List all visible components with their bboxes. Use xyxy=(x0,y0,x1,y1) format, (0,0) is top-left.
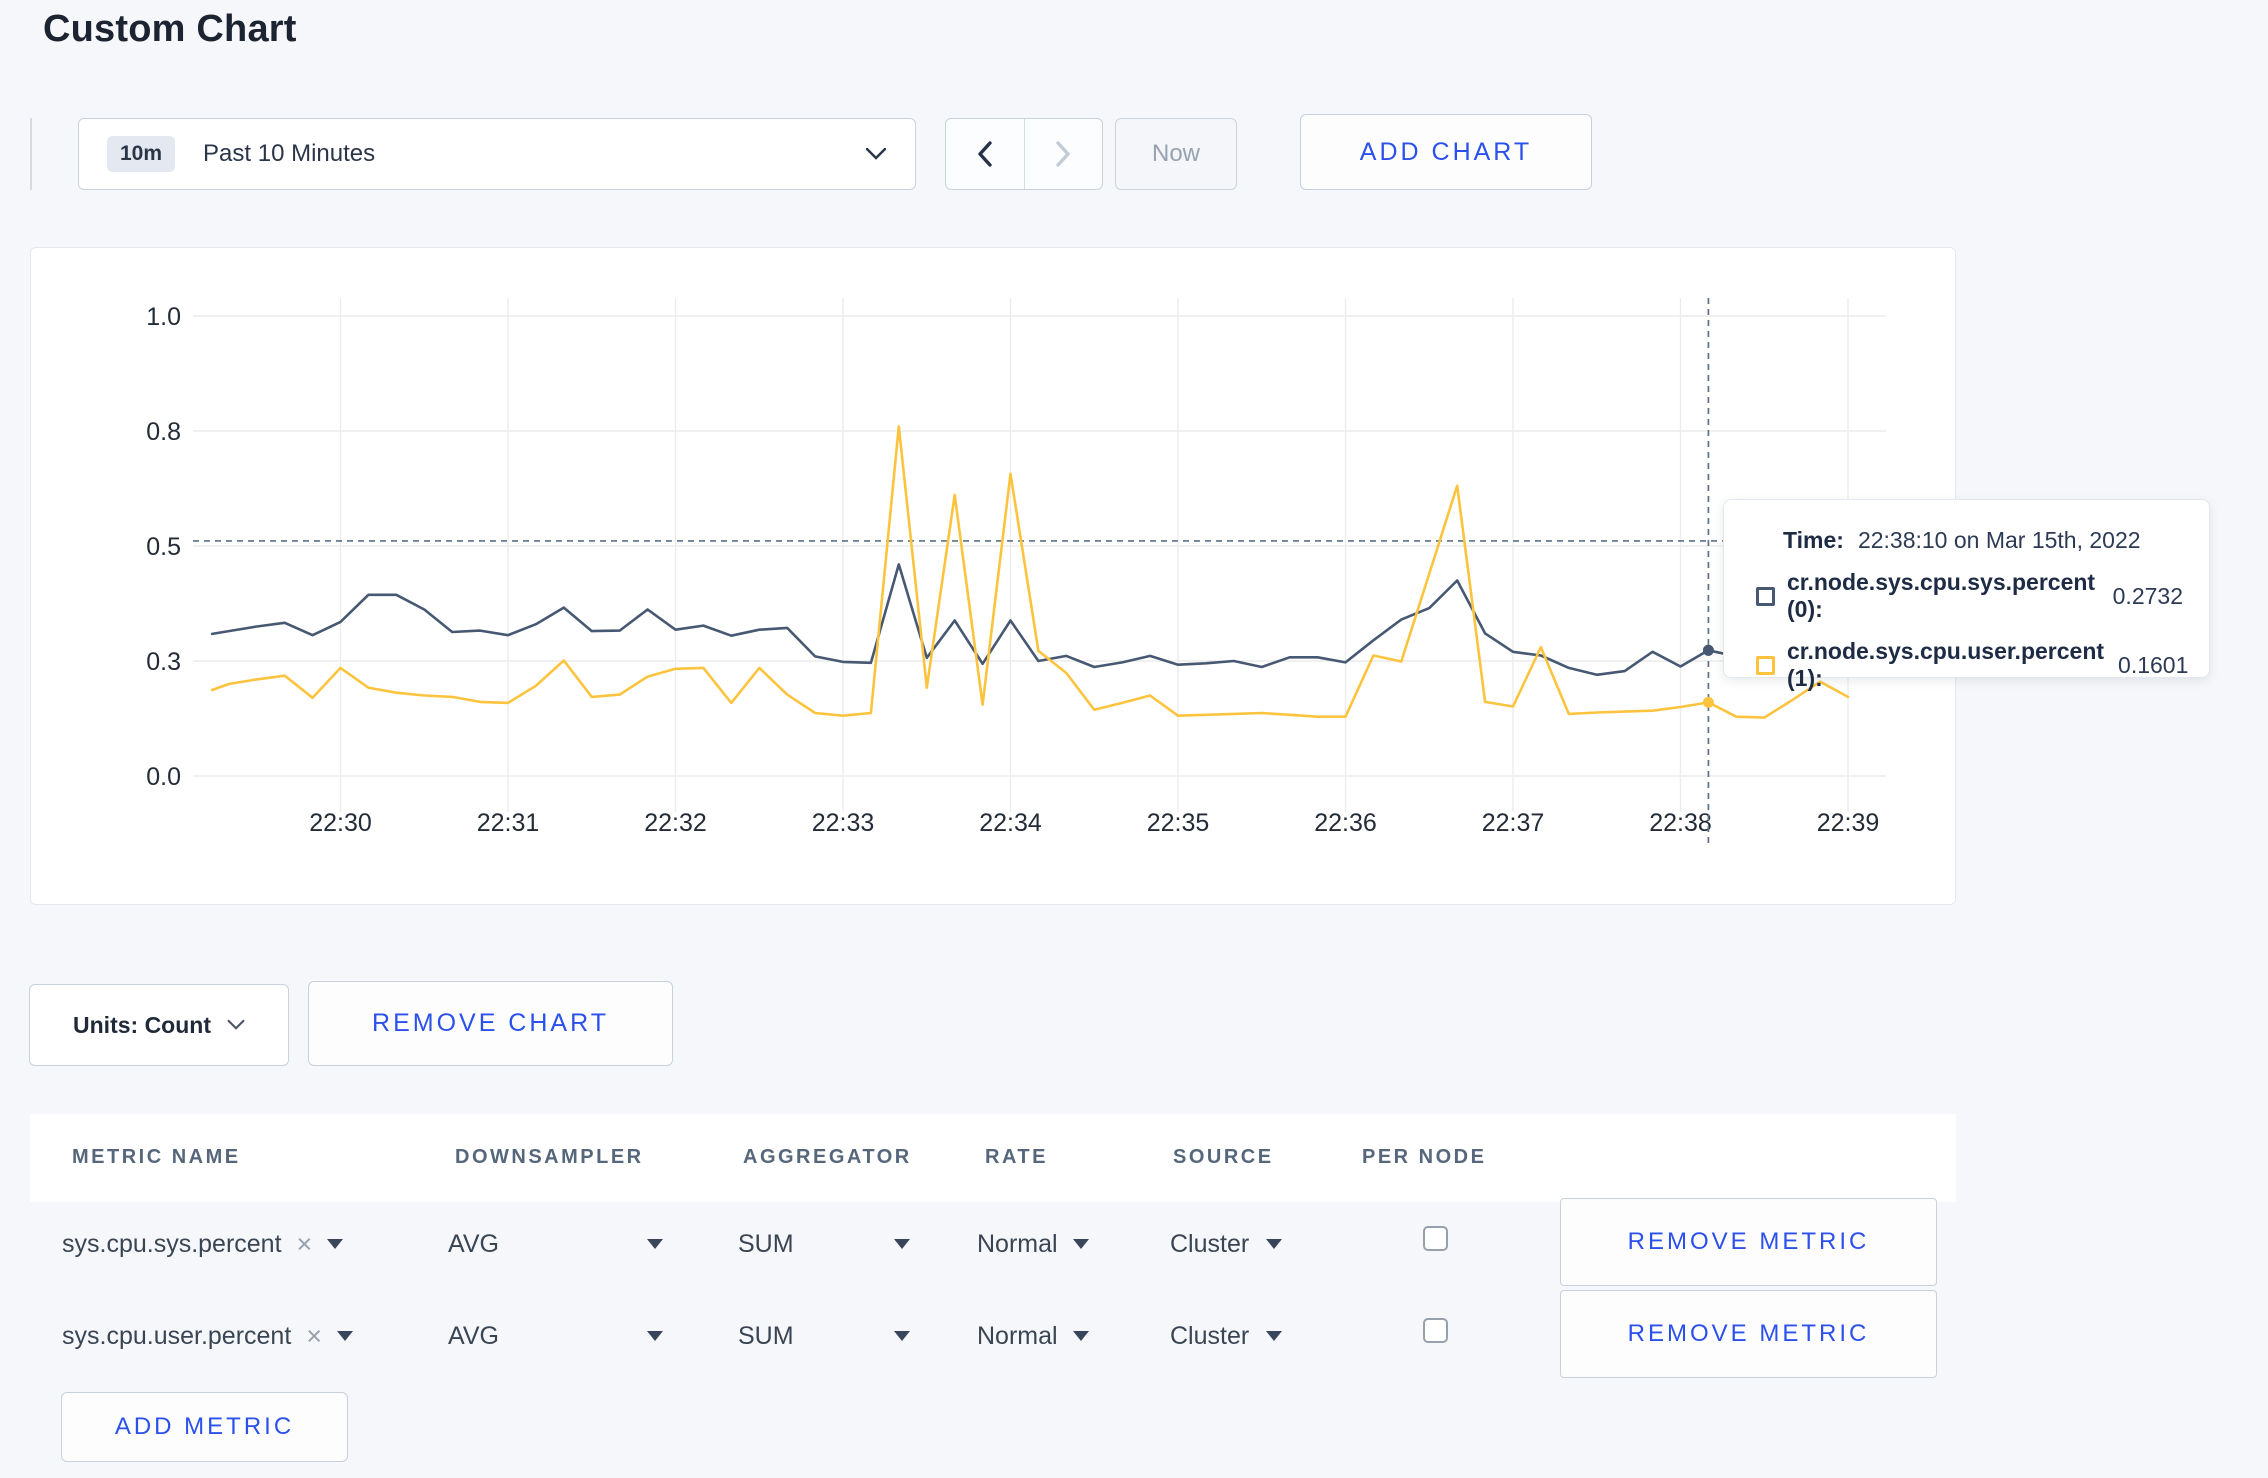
y-axis-label: 0.5 xyxy=(146,533,181,561)
remove-metric-button[interactable]: REMOVE METRIC xyxy=(1560,1290,1937,1378)
hover-point-sys xyxy=(1702,644,1714,656)
column-header-per-node: PER NODE xyxy=(1362,1146,1487,1168)
caret-down-icon xyxy=(337,1331,354,1341)
caret-down-icon xyxy=(327,1239,344,1249)
rate-value: Normal xyxy=(977,1321,1058,1350)
toolbar-accent-rule xyxy=(30,118,32,190)
x-axis-label: 22:35 xyxy=(1147,809,1210,837)
tooltip-sys-series-name: cr.node.sys.cpu.sys.percent (0): xyxy=(1787,569,2096,622)
y-axis-label: 0.8 xyxy=(146,418,181,446)
metric-row: sys.cpu.sys.percent × AVG SUM Normal Clu… xyxy=(30,1198,1956,1290)
now-button[interactable]: Now xyxy=(1115,118,1237,190)
units-label: Units: Count xyxy=(73,1011,211,1038)
tooltip-series-row: cr.node.sys.cpu.user.percent (1): 0.1601 xyxy=(1756,638,2188,692)
rate-dropdown[interactable]: Normal xyxy=(977,1290,1089,1382)
time-window-label: Past 10 Minutes xyxy=(203,140,376,167)
remove-metric-button[interactable]: REMOVE METRIC xyxy=(1560,1198,1937,1286)
x-axis-label: 22:32 xyxy=(644,809,707,837)
chart-tooltip: Time: 22:38:10 on Mar 15th, 2022 cr.node… xyxy=(1723,499,2210,691)
series-line-sys xyxy=(210,563,1850,677)
x-axis-label: 22:33 xyxy=(812,809,875,837)
tooltip-user-series-value: 0.1601 xyxy=(2118,651,2189,678)
x-axis-label: 22:37 xyxy=(1482,809,1545,837)
x-axis-label: 22:38 xyxy=(1649,809,1712,837)
metrics-table-header: METRIC NAME DOWNSAMPLER AGGREGATOR RATE … xyxy=(30,1114,1956,1202)
next-time-button[interactable] xyxy=(1025,119,1103,189)
chevron-down-icon xyxy=(865,147,887,160)
y-axis-label: 0.3 xyxy=(146,648,181,676)
page-title: Custom Chart xyxy=(43,8,297,50)
chart-panel: 0.0 0.3 0.5 0.8 1.0 22:30 22:31 22:32 22:33 22:34… xyxy=(30,247,1956,905)
column-header-metric-name: METRIC NAME xyxy=(72,1146,241,1168)
tooltip-time-value: 22:38:10 on Mar 15th, 2022 xyxy=(1857,527,2141,553)
metric-name-dropdown[interactable]: sys.cpu.user.percent × xyxy=(62,1290,354,1382)
source-value: Cluster xyxy=(1170,1321,1250,1350)
source-dropdown[interactable]: Cluster xyxy=(1170,1290,1282,1382)
source-dropdown[interactable]: Cluster xyxy=(1170,1198,1282,1290)
aggregator-value: SUM xyxy=(738,1229,794,1258)
tooltip-time-row: Time: 22:38:10 on Mar 15th, 2022 xyxy=(1756,527,2183,554)
metric-name-dropdown[interactable]: sys.cpu.sys.percent × xyxy=(62,1198,344,1290)
caret-down-icon xyxy=(894,1239,910,1249)
chart-canvas[interactable]: 0.0 0.3 0.5 0.8 1.0 22:30 22:31 22:32 22:33 22:34… xyxy=(31,248,1957,906)
time-window-badge: 10m xyxy=(107,136,176,172)
metric-name-value: sys.cpu.sys.percent xyxy=(62,1229,282,1258)
caret-down-icon xyxy=(894,1331,910,1341)
caret-down-icon xyxy=(647,1331,663,1341)
caret-down-icon xyxy=(1073,1239,1089,1249)
tooltip-series-row: cr.node.sys.cpu.sys.percent (0): 0.2732 xyxy=(1756,569,2183,623)
time-nav-group xyxy=(945,118,1103,190)
column-header-downsampler: DOWNSAMPLER xyxy=(455,1146,644,1168)
time-range-dropdown[interactable]: 10m Past 10 Minutes xyxy=(78,118,916,190)
remove-tag-icon[interactable]: × xyxy=(306,1320,323,1351)
y-axis-label: 0.0 xyxy=(146,763,181,791)
downsampler-dropdown[interactable]: AVG xyxy=(448,1290,663,1382)
x-axis-label: 22:39 xyxy=(1817,809,1880,837)
x-axis-label: 22:36 xyxy=(1314,809,1377,837)
remove-tag-icon[interactable]: × xyxy=(296,1228,313,1259)
aggregator-dropdown[interactable]: SUM xyxy=(738,1198,910,1290)
tooltip-user-series-name: cr.node.sys.cpu.user.percent (1): xyxy=(1787,638,2105,691)
units-dropdown[interactable]: Units: Count xyxy=(29,984,289,1066)
metric-row: sys.cpu.user.percent × AVG SUM Normal Cl… xyxy=(30,1290,1956,1382)
x-axis-label: 22:30 xyxy=(309,809,372,837)
aggregator-value: SUM xyxy=(738,1321,794,1350)
x-axis-label: 22:31 xyxy=(477,809,540,837)
hover-point-user xyxy=(1702,696,1714,708)
per-node-checkbox[interactable] xyxy=(1423,1318,1448,1343)
downsampler-value: AVG xyxy=(448,1321,499,1350)
chevron-down-icon xyxy=(227,1019,245,1030)
source-value: Cluster xyxy=(1170,1229,1250,1258)
rate-value: Normal xyxy=(977,1229,1058,1258)
user-series-swatch-icon xyxy=(1756,655,1775,675)
downsampler-dropdown[interactable]: AVG xyxy=(448,1198,663,1290)
rate-dropdown[interactable]: Normal xyxy=(977,1198,1089,1290)
add-chart-button[interactable]: ADD CHART xyxy=(1300,114,1592,190)
aggregator-dropdown[interactable]: SUM xyxy=(738,1290,910,1382)
prev-time-button[interactable] xyxy=(946,119,1025,189)
chevron-left-icon xyxy=(978,141,992,167)
per-node-checkbox[interactable] xyxy=(1423,1226,1448,1251)
tooltip-time-label: Time: xyxy=(1783,527,1844,553)
caret-down-icon xyxy=(1073,1331,1089,1341)
column-header-aggregator: AGGREGATOR xyxy=(743,1146,912,1168)
remove-chart-button[interactable]: REMOVE CHART xyxy=(308,981,673,1066)
metric-name-value: sys.cpu.user.percent xyxy=(62,1321,292,1350)
column-header-source: SOURCE xyxy=(1173,1146,1274,1168)
y-axis-label: 1.0 xyxy=(146,303,181,331)
column-header-rate: RATE xyxy=(985,1146,1048,1168)
chevron-right-icon xyxy=(1056,141,1070,167)
add-metric-button[interactable]: ADD METRIC xyxy=(61,1392,348,1462)
caret-down-icon xyxy=(1266,1331,1282,1341)
tooltip-sys-series-value: 0.2732 xyxy=(2112,582,2183,609)
series-line-user xyxy=(210,425,1850,719)
x-axis-label: 22:34 xyxy=(979,809,1042,837)
caret-down-icon xyxy=(647,1239,663,1249)
downsampler-value: AVG xyxy=(448,1229,499,1258)
sys-series-swatch-icon xyxy=(1756,586,1775,606)
caret-down-icon xyxy=(1266,1239,1282,1249)
